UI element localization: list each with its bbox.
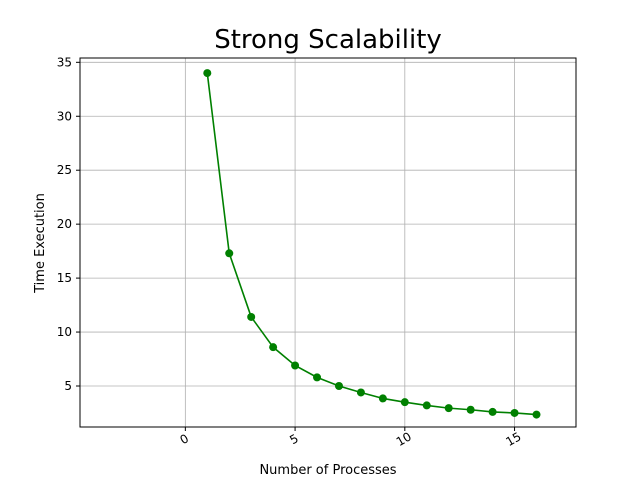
data-point-12 xyxy=(466,405,475,414)
plot-frame xyxy=(79,57,577,428)
y-axis-label: Time Execution xyxy=(33,193,48,294)
data-point-1 xyxy=(225,249,234,258)
data-point-0 xyxy=(203,69,212,78)
data-point-7 xyxy=(356,388,365,397)
y-tick-label-3: 20 xyxy=(57,217,72,231)
data-point-11 xyxy=(444,404,453,413)
x-tick-label-2: 10 xyxy=(394,429,414,449)
x-tick-label-3: 15 xyxy=(503,429,523,449)
data-point-15 xyxy=(532,410,541,419)
data-point-2 xyxy=(247,312,256,321)
series-line-0 xyxy=(206,73,537,416)
y-tick-label-1: 10 xyxy=(57,325,72,339)
x-axis-label: Number of Processes xyxy=(259,463,396,478)
chart-title: Strong Scalability xyxy=(214,25,442,55)
data-point-5 xyxy=(313,373,322,382)
data-point-3 xyxy=(269,343,278,352)
y-tick-label-2: 15 xyxy=(57,271,72,285)
data-point-6 xyxy=(334,382,343,390)
y-tick-label-0: 5 xyxy=(64,379,72,393)
x-tick-label-1: 5 xyxy=(287,431,301,447)
data-point-10 xyxy=(422,401,431,410)
y-tick-label-4: 25 xyxy=(57,163,72,177)
data-point-8 xyxy=(378,394,387,403)
grid-lines xyxy=(80,58,576,427)
y-tick-label-5: 30 xyxy=(57,109,72,123)
x-tick-label-0: 0 xyxy=(178,431,192,447)
series-group xyxy=(203,69,541,419)
y-tick-label-6: 35 xyxy=(57,55,72,69)
data-point-9 xyxy=(400,398,409,407)
data-point-4 xyxy=(291,361,300,370)
data-point-14 xyxy=(510,408,519,417)
data-point-13 xyxy=(488,407,497,416)
axes: 0 5 10 15 5 10 15 20 25 30 35 xyxy=(57,55,577,449)
